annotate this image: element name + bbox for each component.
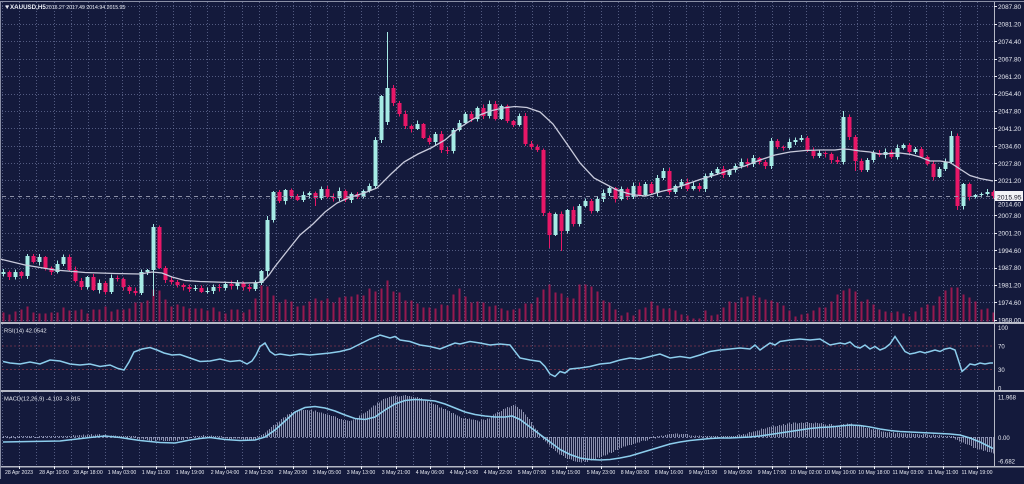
svg-text:3 May 13:00: 3 May 13:00 xyxy=(347,470,376,476)
svg-text:2074.40: 2074.40 xyxy=(998,39,1022,46)
svg-text:-6.682: -6.682 xyxy=(998,460,1016,466)
svg-text:1 May 11:00: 1 May 11:00 xyxy=(142,470,170,476)
svg-text:2047.80: 2047.80 xyxy=(998,109,1022,116)
svg-text:1994.60: 1994.60 xyxy=(998,248,1022,255)
svg-text:MACD(12,26,9) -4.103 -3.915: MACD(12,26,9) -4.103 -3.915 xyxy=(4,397,80,403)
svg-text:1 May 03:00: 1 May 03:00 xyxy=(108,470,137,476)
svg-text:2081.20: 2081.20 xyxy=(998,22,1022,29)
svg-text:2 May 04:00: 2 May 04:00 xyxy=(211,470,240,476)
svg-text:XAUUSD,H5: XAUUSD,H5 xyxy=(10,4,46,11)
svg-text:RSI(14) 42.0542: RSI(14) 42.0542 xyxy=(4,329,47,335)
svg-text:1981.20: 1981.20 xyxy=(998,283,1022,290)
svg-text:2054.40: 2054.40 xyxy=(998,91,1022,98)
svg-text:28 Apr 2023: 28 Apr 2023 xyxy=(5,470,33,476)
svg-text:10 May 18:00: 10 May 18:00 xyxy=(858,470,890,476)
svg-text:2016.27 2017.49 2014.94 2015.9: 2016.27 2017.49 2014.94 2015.95 xyxy=(46,5,125,11)
svg-text:1987.80: 1987.80 xyxy=(998,265,1022,272)
svg-text:2027.80: 2027.80 xyxy=(998,161,1022,168)
svg-text:2041.20: 2041.20 xyxy=(998,126,1022,133)
svg-text:4 May 22:00: 4 May 22:00 xyxy=(484,470,513,476)
svg-text:2007.80: 2007.80 xyxy=(998,213,1022,220)
svg-text:10 May 02:00: 10 May 02:00 xyxy=(790,470,822,476)
svg-text:2061.20: 2061.20 xyxy=(998,74,1022,81)
svg-text:4 May 14:00: 4 May 14:00 xyxy=(450,470,479,476)
svg-text:8 May 16:00: 8 May 16:00 xyxy=(655,470,684,476)
svg-text:1968.00: 1968.00 xyxy=(998,317,1022,324)
svg-text:▼: ▼ xyxy=(4,4,10,11)
svg-text:0.00: 0.00 xyxy=(998,436,1010,442)
svg-text:100: 100 xyxy=(998,326,1009,332)
svg-text:0: 0 xyxy=(998,387,1002,393)
svg-text:70: 70 xyxy=(998,345,1005,351)
svg-text:30: 30 xyxy=(998,368,1005,374)
svg-text:11 May 19:00: 11 May 19:00 xyxy=(961,470,992,476)
svg-text:9 May 09:00: 9 May 09:00 xyxy=(724,470,753,476)
svg-text:2067.80: 2067.80 xyxy=(998,56,1022,63)
svg-text:2 May 20:00: 2 May 20:00 xyxy=(279,470,308,476)
svg-text:2015.95: 2015.95 xyxy=(997,194,1022,201)
svg-text:5 May 15:00: 5 May 15:00 xyxy=(552,470,581,476)
svg-text:2034.60: 2034.60 xyxy=(998,143,1022,150)
svg-text:1 May 19:00: 1 May 19:00 xyxy=(176,470,205,476)
svg-text:11.968: 11.968 xyxy=(998,396,1017,402)
svg-text:8 May 08:00: 8 May 08:00 xyxy=(621,470,650,476)
svg-text:3 May 21:00: 3 May 21:00 xyxy=(382,470,411,476)
svg-text:3 May 05:00: 3 May 05:00 xyxy=(313,470,342,476)
svg-text:2087.80: 2087.80 xyxy=(998,4,1022,11)
svg-text:1974.60: 1974.60 xyxy=(998,300,1022,307)
svg-text:9 May 17:00: 9 May 17:00 xyxy=(758,470,787,476)
svg-text:5 May 23:00: 5 May 23:00 xyxy=(587,470,616,476)
svg-text:2001.20: 2001.20 xyxy=(998,230,1022,237)
svg-text:11 May 11:00: 11 May 11:00 xyxy=(928,470,959,476)
svg-text:9 May 01:00: 9 May 01:00 xyxy=(689,470,718,476)
svg-text:28 Apr 18:00: 28 Apr 18:00 xyxy=(73,470,103,476)
svg-text:5 May 07:00: 5 May 07:00 xyxy=(518,470,547,476)
svg-text:2 May 12:00: 2 May 12:00 xyxy=(245,470,274,476)
svg-text:11 May 03:00: 11 May 03:00 xyxy=(892,470,923,476)
svg-text:2014.60: 2014.60 xyxy=(998,202,1022,209)
svg-text:2021.20: 2021.20 xyxy=(998,178,1022,185)
svg-text:4 May 06:00: 4 May 06:00 xyxy=(416,470,445,476)
svg-text:28 Apr 10:00: 28 Apr 10:00 xyxy=(39,470,69,476)
svg-text:10 May 10:00: 10 May 10:00 xyxy=(824,470,856,476)
